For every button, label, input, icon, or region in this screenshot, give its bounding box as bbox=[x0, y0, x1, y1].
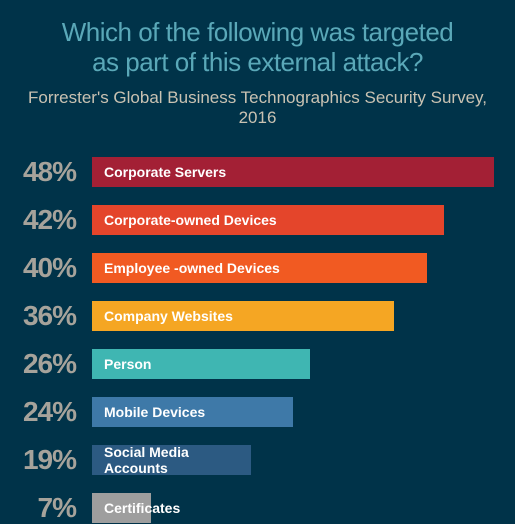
bar: Employee -owned Devices bbox=[92, 253, 427, 283]
bar-row: 36% Company Websites bbox=[20, 300, 495, 332]
bar-label: Company Websites bbox=[104, 308, 233, 324]
bar-track: Social Media Accounts bbox=[92, 445, 495, 475]
bar-track: Person bbox=[92, 349, 495, 379]
bar-percent: 7% bbox=[20, 492, 92, 524]
bar-row: 48% Corporate Servers bbox=[20, 156, 495, 188]
bar-chart: 48% Corporate Servers 42% Corporate-owned D… bbox=[20, 156, 495, 524]
bar-label: Employee -owned Devices bbox=[104, 260, 280, 276]
bar-row: 24% Mobile Devices bbox=[20, 396, 495, 428]
bar-row: 42% Corporate-owned Devices bbox=[20, 204, 495, 236]
bar-percent: 19% bbox=[20, 444, 92, 476]
bar-percent: 40% bbox=[20, 252, 92, 284]
bar-row: 7%Certificates bbox=[20, 492, 495, 524]
bar-label: Person bbox=[104, 356, 151, 372]
chart-subtitle: Forrester's Global Business Technographi… bbox=[20, 88, 495, 128]
title-line-1: Which of the following was targeted bbox=[62, 17, 454, 47]
bar-percent: 36% bbox=[20, 300, 92, 332]
bar: Certificates bbox=[92, 493, 151, 523]
bar-label: Certificates bbox=[104, 500, 180, 516]
bar: Corporate Servers bbox=[92, 157, 494, 187]
bar-row: 40% Employee -owned Devices bbox=[20, 252, 495, 284]
bar-label: Social Media Accounts bbox=[104, 444, 251, 476]
chart-title: Which of the following was targeted as p… bbox=[20, 18, 495, 78]
bar: Social Media Accounts bbox=[92, 445, 251, 475]
bar-percent: 48% bbox=[20, 156, 92, 188]
bar-track: Employee -owned Devices bbox=[92, 253, 495, 283]
bar-label: Corporate-owned Devices bbox=[104, 212, 277, 228]
bar-track: Mobile Devices bbox=[92, 397, 495, 427]
bar: Corporate-owned Devices bbox=[92, 205, 444, 235]
bar-track: Company Websites bbox=[92, 301, 495, 331]
bar-track: Certificates bbox=[92, 493, 495, 523]
bar-percent: 26% bbox=[20, 348, 92, 380]
title-line-2: as part of this external attack? bbox=[92, 47, 423, 77]
bar-row: 19% Social Media Accounts bbox=[20, 444, 495, 476]
bar-label: Mobile Devices bbox=[104, 404, 205, 420]
bar: Company Websites bbox=[92, 301, 394, 331]
bar-row: 26% Person bbox=[20, 348, 495, 380]
bar-track: Corporate Servers bbox=[92, 157, 495, 187]
bar: Person bbox=[92, 349, 310, 379]
bar-track: Corporate-owned Devices bbox=[92, 205, 495, 235]
bar-percent: 42% bbox=[20, 204, 92, 236]
bar-label: Corporate Servers bbox=[104, 164, 226, 180]
bar: Mobile Devices bbox=[92, 397, 293, 427]
bar-percent: 24% bbox=[20, 396, 92, 428]
